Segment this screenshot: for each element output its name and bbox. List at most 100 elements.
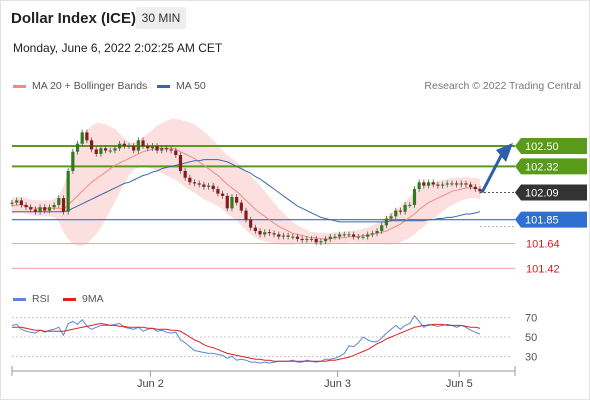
- candle-body: [160, 148, 164, 151]
- candle-body: [94, 149, 98, 154]
- candle-body: [408, 204, 412, 206]
- candle-body: [85, 132, 89, 141]
- x-tick-label: Jun 5: [446, 378, 473, 390]
- candle-body: [221, 193, 225, 196]
- candle-body: [263, 232, 267, 235]
- candle-body: [38, 207, 42, 212]
- candle-body: [202, 184, 206, 187]
- instrument-title: Dollar Index (ICE): [11, 10, 137, 27]
- candle-body: [178, 155, 183, 171]
- last-price-tag: [515, 184, 587, 201]
- legend-item-rsi: RSI: [13, 293, 50, 305]
- candle-body: [403, 204, 407, 212]
- legend-swatch-rsi: [13, 297, 26, 301]
- legend-item-ma20: MA 20 + Bollinger Bands: [13, 80, 147, 92]
- candle-body: [244, 210, 248, 220]
- candle-body: [141, 140, 145, 146]
- legend-swatch-9ma: [63, 297, 76, 301]
- candle-body: [150, 146, 154, 149]
- level-tag-102.32: [515, 158, 587, 175]
- candle-body: [309, 238, 314, 240]
- candle-body: [459, 183, 463, 185]
- candle-body: [356, 236, 360, 238]
- candle-body: [122, 143, 126, 146]
- level-label-101.42: 101.42: [526, 263, 560, 275]
- candle-body: [445, 183, 449, 185]
- candle-body: [33, 209, 37, 212]
- candle-body: [295, 236, 300, 239]
- candle-body: [75, 143, 80, 152]
- candle-body: [155, 146, 159, 151]
- candle-body: [436, 184, 440, 186]
- rsi-tick-label-30: 30: [525, 351, 537, 363]
- candle-body: [132, 146, 136, 151]
- candle-body: [431, 182, 435, 185]
- candle-body: [19, 200, 23, 205]
- candle-body: [146, 146, 150, 149]
- legend-item-9ma: 9MA: [63, 293, 104, 305]
- candle-body: [52, 204, 56, 208]
- candle-body: [286, 235, 290, 237]
- candle-body: [277, 234, 281, 237]
- level-label-102.50: 102.50: [525, 141, 559, 153]
- legend-label-ma50: MA 50: [176, 80, 206, 92]
- candle-body: [440, 184, 445, 186]
- candle-body: [366, 234, 370, 237]
- candle-body: [333, 236, 337, 238]
- candle-body: [375, 231, 379, 234]
- candle-body: [389, 216, 393, 219]
- candle-body: [267, 232, 271, 234]
- candle-body: [71, 151, 75, 171]
- candle-body: [118, 143, 122, 149]
- candle-body: [57, 198, 61, 205]
- timestamp: Monday, June 6, 2022 2:02:25 AM CET: [13, 41, 223, 55]
- candle-body: [24, 204, 28, 208]
- candle-body: [164, 148, 169, 150]
- candle-body: [89, 140, 94, 150]
- candle-body: [258, 231, 262, 235]
- rsi-tick-label-70: 70: [525, 313, 537, 325]
- candle-body: [197, 183, 201, 185]
- candle-body: [47, 207, 52, 211]
- level-label-101.64: 101.64: [526, 238, 560, 250]
- candle-body: [352, 234, 356, 237]
- timeframe-badge[interactable]: 30 MIN: [136, 7, 186, 29]
- candle-body: [104, 148, 108, 151]
- x-tick-label: Jun 2: [137, 378, 164, 390]
- candle-body: [113, 148, 117, 151]
- legend-label-ma20: MA 20 + Bollinger Bands: [32, 80, 148, 92]
- candle-body: [417, 182, 421, 190]
- level-label-101.85: 101.85: [525, 215, 559, 227]
- candle-body: [272, 233, 276, 235]
- candle-body: [230, 197, 234, 209]
- candle-body: [235, 197, 239, 203]
- candle-body: [136, 140, 140, 151]
- candle-body: [314, 238, 318, 243]
- candle-body: [61, 198, 66, 212]
- candle-body: [66, 170, 70, 212]
- projection-arrow-head: [496, 143, 513, 162]
- candle-body: [455, 183, 459, 185]
- candle-body: [43, 207, 47, 211]
- projection-arrow-shaft: [480, 153, 504, 194]
- ma50-line: [12, 159, 481, 223]
- candle-body: [370, 233, 374, 235]
- candle-body: [338, 234, 342, 237]
- candle-body: [192, 182, 197, 184]
- legend-item-ma50: MA 50: [157, 80, 206, 92]
- candle-body: [127, 146, 131, 147]
- candle-body: [183, 170, 187, 178]
- candle-body: [469, 184, 473, 187]
- bollinger-band: [12, 118, 480, 246]
- candle-body: [300, 238, 304, 241]
- candle-body: [347, 234, 351, 236]
- candle-body: [464, 183, 468, 185]
- candle-body: [328, 236, 332, 239]
- candle-body: [342, 234, 346, 236]
- x-tick-label: Jun 3: [324, 378, 351, 390]
- level-tag-102.50: [515, 138, 587, 154]
- candle-body: [281, 235, 286, 237]
- legend-swatch-ma50: [157, 84, 170, 88]
- rsi-series-rsi: [11, 314, 481, 364]
